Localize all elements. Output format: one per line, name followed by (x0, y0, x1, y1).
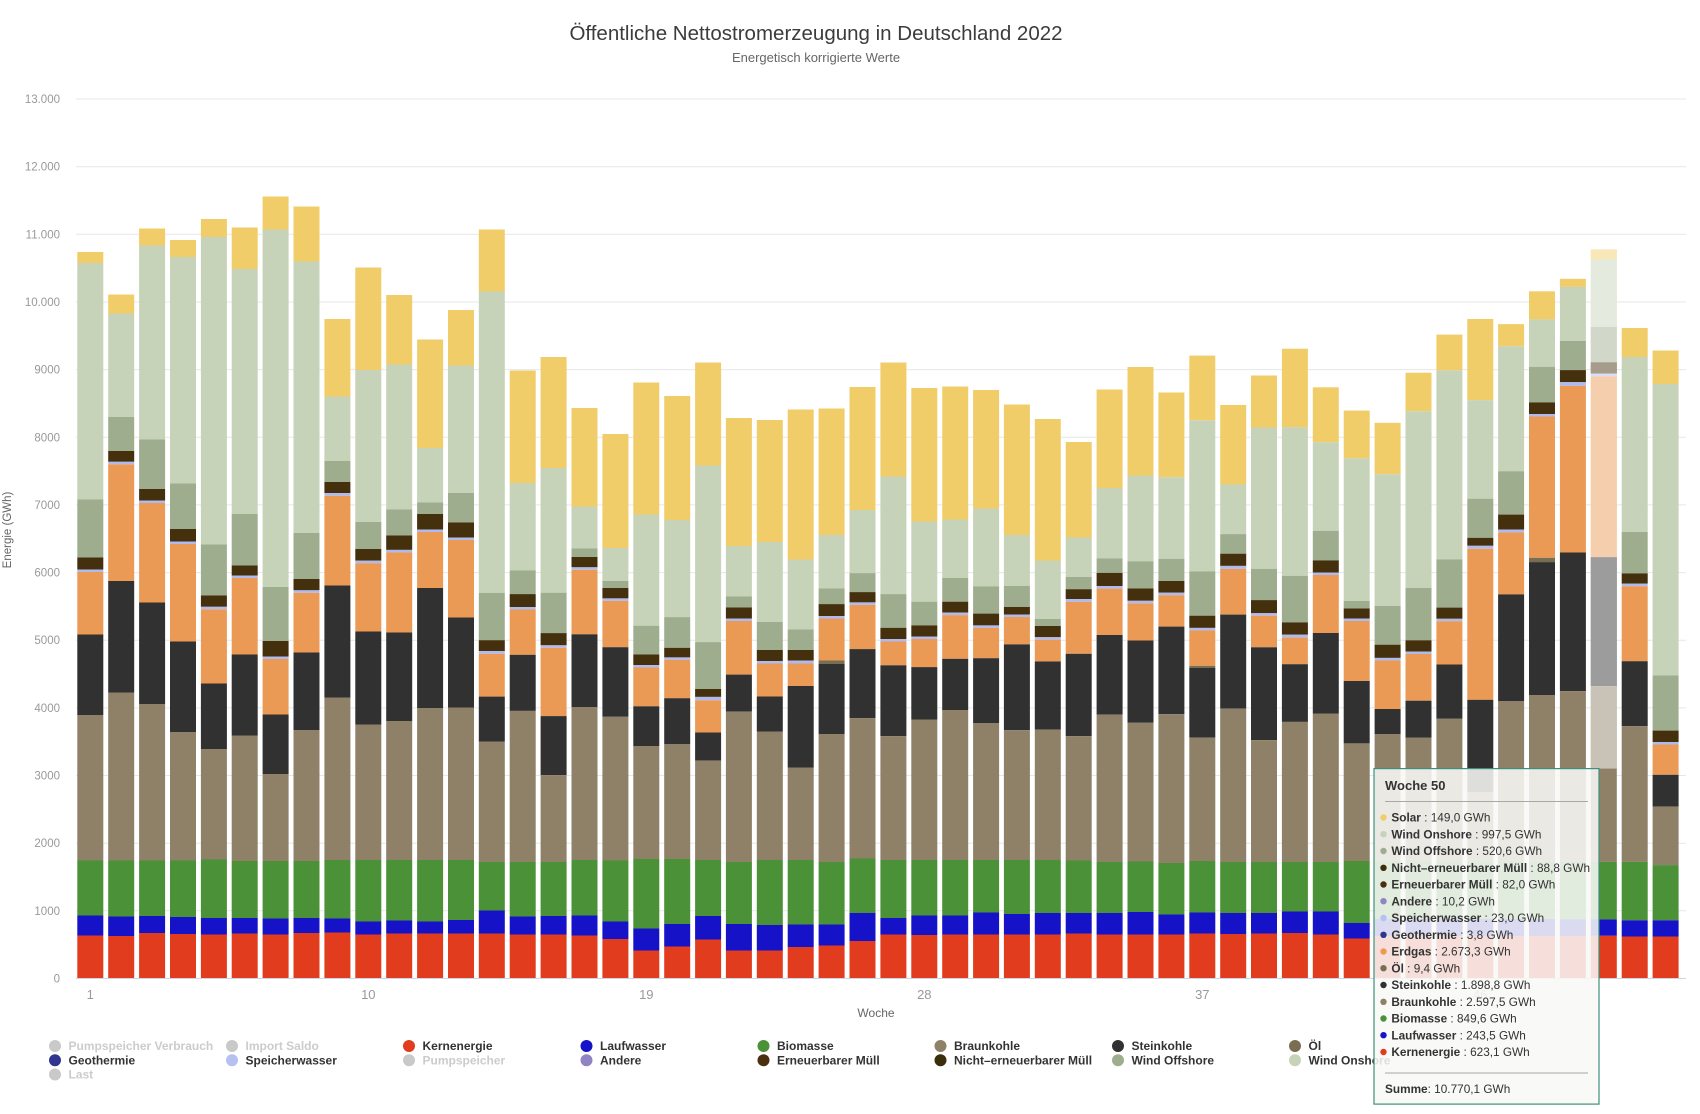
svg-text:Import Saldo: Import Saldo (246, 1039, 319, 1053)
svg-text:9000: 9000 (34, 365, 60, 377)
svg-text:5000: 5000 (34, 635, 60, 647)
svg-text:Energetisch korrigierte Werte: Energetisch korrigierte Werte (732, 50, 900, 65)
svg-text:0: 0 (54, 974, 60, 986)
svg-text:Geothermie: Geothermie (69, 1054, 136, 1068)
svg-text:Öl : 9,4 GWh: Öl : 9,4 GWh (1391, 962, 1460, 976)
svg-text:13.000: 13.000 (25, 94, 60, 106)
svg-text:1000: 1000 (34, 906, 60, 918)
svg-text:Nicht–erneuerbarer Müll : 88,8: Nicht–erneuerbarer Müll : 88,8 GWh (1391, 861, 1590, 875)
svg-text:Andere : 10,2 GWh: Andere : 10,2 GWh (1391, 895, 1495, 909)
svg-text:Wind Offshore: Wind Offshore (1132, 1054, 1215, 1068)
svg-text:Kernenergie : 623,1 GWh: Kernenergie : 623,1 GWh (1391, 1045, 1529, 1059)
svg-text:Last: Last (69, 1068, 94, 1082)
svg-text:1: 1 (87, 987, 94, 1002)
svg-text:Speicherwasser: Speicherwasser (246, 1054, 338, 1068)
svg-text:Wind Onshore: Wind Onshore (1309, 1054, 1391, 1068)
svg-text:19: 19 (639, 987, 653, 1002)
svg-text:Erneuerbarer Müll : 82,0 GWh: Erneuerbarer Müll : 82,0 GWh (1391, 878, 1555, 892)
svg-text:Energie (GWh): Energie (GWh) (2, 491, 14, 568)
svg-text:Biomasse : 849,6 GWh: Biomasse : 849,6 GWh (1391, 1012, 1516, 1026)
svg-text:10: 10 (361, 987, 375, 1002)
svg-text:Summe: 10.770,1 GWh: Summe: 10.770,1 GWh (1385, 1082, 1510, 1096)
svg-text:11.000: 11.000 (26, 229, 60, 241)
svg-text:Öl: Öl (1309, 1038, 1322, 1053)
svg-text:Wind Offshore : 520,6 GWh: Wind Offshore : 520,6 GWh (1391, 844, 1542, 858)
svg-text:Nicht–erneuerbarer Müll: Nicht–erneuerbarer Müll (954, 1054, 1092, 1068)
svg-text:10.000: 10.000 (25, 297, 60, 309)
svg-text:Speicherwasser : 23,0 GWh: Speicherwasser : 23,0 GWh (1391, 911, 1544, 925)
svg-text:Steinkohle: Steinkohle (1132, 1039, 1193, 1053)
svg-text:Biomasse: Biomasse (777, 1039, 834, 1053)
svg-text:Wind Onshore : 997,5 GWh: Wind Onshore : 997,5 GWh (1391, 828, 1541, 842)
svg-text:Laufwasser: Laufwasser (600, 1039, 666, 1053)
svg-text:Braunkohle : 2.597,5 GWh: Braunkohle : 2.597,5 GWh (1391, 995, 1535, 1009)
svg-text:Andere: Andere (600, 1054, 642, 1068)
svg-text:7000: 7000 (34, 500, 60, 512)
svg-text:6000: 6000 (34, 568, 60, 580)
svg-text:Braunkohle: Braunkohle (954, 1039, 1020, 1053)
svg-text:Öffentliche Nettostromerzeugun: Öffentliche Nettostromerzeugung in Deuts… (569, 22, 1062, 45)
svg-text:Pumpspeicher: Pumpspeicher (423, 1054, 506, 1068)
svg-text:8000: 8000 (34, 432, 60, 444)
svg-text:Laufwasser : 243,5 GWh: Laufwasser : 243,5 GWh (1391, 1029, 1525, 1043)
svg-text:Erneuerbarer Müll: Erneuerbarer Müll (777, 1054, 880, 1068)
svg-text:28: 28 (917, 987, 931, 1002)
svg-text:4000: 4000 (34, 703, 60, 715)
svg-text:12.000: 12.000 (25, 162, 60, 174)
svg-text:2000: 2000 (34, 838, 60, 850)
svg-text:37: 37 (1195, 987, 1209, 1002)
svg-text:3000: 3000 (34, 771, 60, 783)
svg-text:Geothermie : 3,8 GWh: Geothermie : 3,8 GWh (1391, 928, 1513, 942)
svg-text:Steinkohle : 1.898,8 GWh: Steinkohle : 1.898,8 GWh (1391, 978, 1530, 992)
svg-text:Woche 50: Woche 50 (1385, 778, 1445, 793)
svg-text:Erdgas : 2.673,3 GWh: Erdgas : 2.673,3 GWh (1391, 945, 1510, 959)
svg-text:Pumpspeicher Verbrauch: Pumpspeicher Verbrauch (69, 1039, 214, 1053)
svg-text:Kernenergie: Kernenergie (423, 1039, 493, 1053)
svg-text:Woche: Woche (857, 1006, 894, 1020)
svg-text:Solar : 149,0 GWh: Solar : 149,0 GWh (1391, 811, 1490, 825)
